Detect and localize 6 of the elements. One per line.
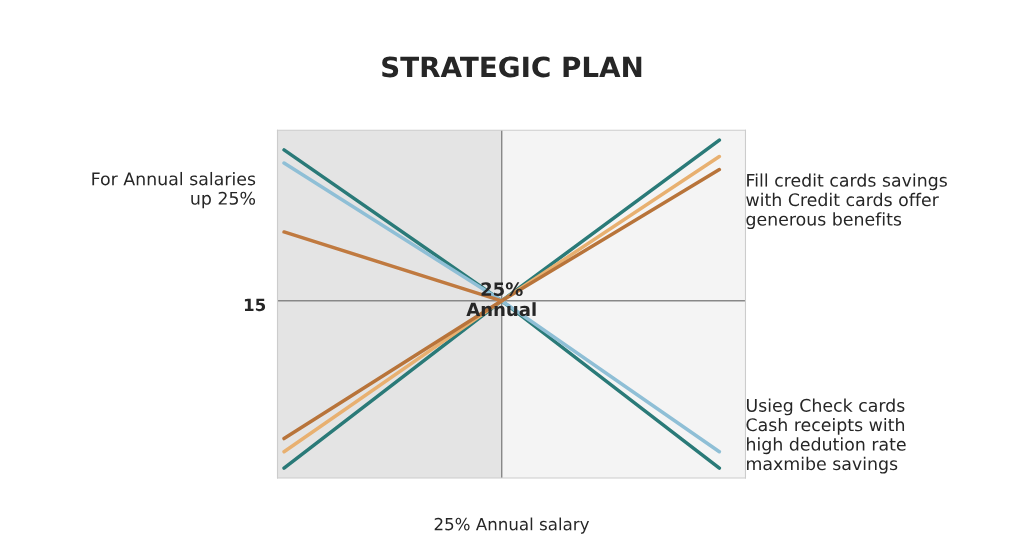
- text: Fill credit cards savings with Credit cards offer generous benefits: [746, 173, 947, 230]
- chart-title: STRATEGIC PLAN: [382, 56, 642, 78]
- x-axis-title: 25% Annual salary: [434, 517, 590, 534]
- text: Usieg Check cards Cash receipts with high dedution rate maxmibe savings: [746, 398, 906, 474]
- text: 15: [244, 298, 266, 312]
- text: For Annual salaries up 25%: [92, 171, 256, 209]
